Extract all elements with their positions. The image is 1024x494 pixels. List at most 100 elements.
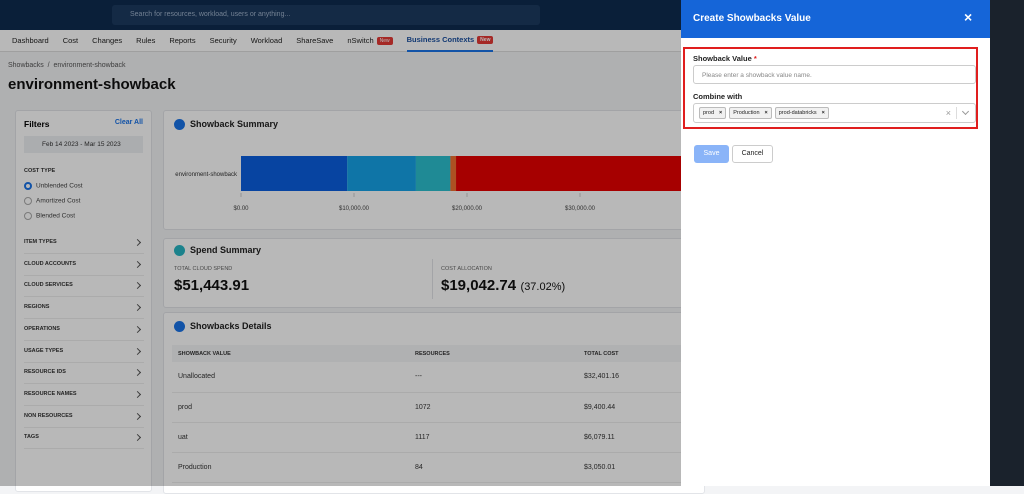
bar-segment <box>450 156 457 191</box>
details-title-text: Showbacks Details <box>190 321 272 331</box>
table-cell: 1072 <box>415 403 431 411</box>
menu-item[interactable]: nSwitch New <box>347 30 393 52</box>
table-cell: Production <box>178 463 212 471</box>
menu-item[interactable]: Business Contexts New <box>406 30 494 52</box>
close-button[interactable]: × <box>964 9 973 25</box>
value-input[interactable]: Please enter a showback value name. <box>693 65 976 84</box>
menu-item[interactable]: Reports <box>169 30 195 52</box>
filters-title: Filters <box>24 119 50 129</box>
tag-remove[interactable]: × <box>821 110 825 116</box>
radio-label: Amortized Cost <box>36 197 81 205</box>
filter-section[interactable]: RESOURCE IDS <box>24 362 144 385</box>
search-box[interactable]: Search for resources, workload, users or… <box>112 5 540 25</box>
column-header[interactable]: TOTAL COST <box>584 350 619 357</box>
menu-label: Business Contexts <box>406 35 475 44</box>
filter-section[interactable]: TAGS <box>24 427 144 450</box>
date-range[interactable]: Feb 14 2023 - Mar 15 2023 <box>24 136 143 153</box>
bar-segment <box>241 156 348 191</box>
allocation: $19,042.74 (37.02%) <box>441 277 565 295</box>
filter-section[interactable]: NON RESOURCES <box>24 406 144 428</box>
table-cell: $9,400.44 <box>584 403 616 411</box>
filter-section[interactable]: CLOUD ACCOUNTS <box>24 254 144 276</box>
menu-label: Security <box>209 36 237 45</box>
summary-title: Showback Summary <box>174 119 279 131</box>
column-header[interactable]: SHOWBACK VALUE <box>178 350 231 357</box>
panel-header: Create Showbacks Value × <box>681 0 990 38</box>
radio-circle <box>24 182 32 190</box>
combine-select[interactable]: prod × Production × prod-databricks × × <box>693 103 976 123</box>
menu-item[interactable]: Changes <box>92 30 122 52</box>
required-mark: * <box>753 54 757 63</box>
filter-section[interactable]: ITEM TYPES <box>24 232 144 254</box>
bar-segment <box>415 156 451 191</box>
table-row: uat 1117 $6,079.11 <box>172 422 702 452</box>
x-tick-label: $30,000.00 <box>565 206 596 212</box>
breadcrumb-item[interactable]: Showbacks <box>8 62 44 69</box>
desktop-edge <box>990 0 1024 486</box>
filter-section[interactable]: OPERATIONS <box>24 319 144 341</box>
menu-item[interactable]: Security <box>210 30 237 52</box>
section-label: RESOURCE IDS <box>24 369 66 376</box>
details-table: SHOWBACK VALUE RESOURCES TOTAL COST Unalloc… <box>172 345 702 483</box>
side-panel: Create Showbacks Value × Showback Value … <box>681 0 990 486</box>
total-label: TOTAL CLOUD SPEND <box>174 266 233 272</box>
icon <box>174 245 185 257</box>
section-label: NON RESOURCES <box>24 412 73 419</box>
divider <box>432 259 433 299</box>
x-tick-label: $0.00 <box>233 206 249 212</box>
menu-item[interactable]: Rules <box>136 30 155 52</box>
radio-label: Blended Cost <box>36 212 76 220</box>
allocation-pct: (37.02%) <box>520 281 566 293</box>
panel-title: Create Showbacks Value <box>693 13 811 24</box>
tag: Production × <box>729 107 772 119</box>
highlight-box <box>683 47 978 129</box>
tag-label: prod <box>703 110 715 116</box>
table-header: SHOWBACK VALUE RESOURCES TOTAL COST <box>172 345 702 362</box>
radio-option[interactable]: Blended Cost <box>24 212 75 220</box>
tag-remove[interactable]: × <box>719 110 723 116</box>
clear-all[interactable]: Clear All <box>114 119 143 126</box>
details-card: Showbacks Details SHOWBACK VALUE RESOURCE… <box>163 312 705 494</box>
cancel-button[interactable]: Cancel <box>732 145 773 163</box>
section-label: REGIONS <box>24 304 50 311</box>
menu-label: Changes <box>92 36 123 45</box>
filter-section[interactable]: CLOUD SERVICES <box>24 275 144 298</box>
details-title: Showbacks Details <box>174 321 272 333</box>
table-cell: $32,401.16 <box>584 373 620 381</box>
clear-select[interactable]: × <box>945 108 951 118</box>
spend-title-text: Spend Summary <box>190 245 262 255</box>
value-label: Showback Value * <box>693 54 757 63</box>
new-badge: New <box>376 36 393 45</box>
menu-item[interactable]: Cost <box>63 30 78 52</box>
menu-item[interactable]: Dashboard <box>12 30 49 52</box>
tag-remove[interactable]: × <box>764 110 768 116</box>
save-button[interactable]: Save <box>694 145 729 163</box>
cost-type-label: COST TYPE <box>24 168 56 174</box>
radio-circle <box>24 197 32 205</box>
radio-option[interactable]: Unblended Cost <box>24 182 83 190</box>
table-cell: 84 <box>415 463 423 471</box>
radio-option[interactable]: Amortized Cost <box>24 197 80 205</box>
tag: prod-databricks × <box>774 107 829 119</box>
section-label: OPERATIONS <box>24 325 60 332</box>
radio-label: Unblended Cost <box>36 182 83 190</box>
column-header[interactable]: RESOURCES <box>415 350 450 357</box>
category-label: environment-showback <box>175 172 238 178</box>
combine-label: Combine with <box>693 92 743 101</box>
menu-label: ShareSave <box>296 36 334 45</box>
filter-section[interactable]: RESOURCE NAMES <box>24 384 144 406</box>
menu-item[interactable]: Workload <box>251 30 283 52</box>
summary-title-text: Showback Summary <box>190 119 279 129</box>
dropdown-arrow[interactable] <box>961 107 970 116</box>
menu-label: Reports <box>169 36 196 45</box>
table-cell: --- <box>415 373 422 381</box>
x-tick-label: $10,000.00 <box>339 206 370 212</box>
menu-item[interactable]: ShareSave <box>296 30 333 52</box>
filter-section[interactable]: REGIONS <box>24 297 144 320</box>
filters-panel: Filters Clear All Feb 14 2023 - Mar 15 2… <box>15 110 152 492</box>
table-cell: 1117 <box>415 433 430 441</box>
tag: prod × <box>699 107 727 119</box>
filter-section[interactable]: USAGE TYPES <box>24 341 144 363</box>
backdrop[interactable] <box>0 0 681 486</box>
